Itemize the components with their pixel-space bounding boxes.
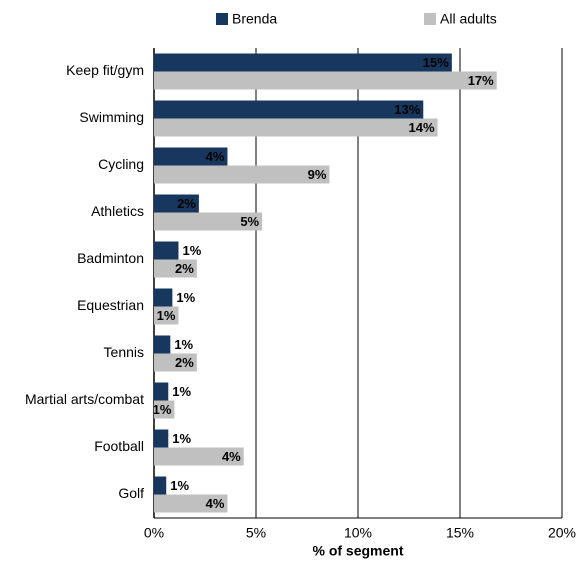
value-label: 1% bbox=[153, 402, 172, 417]
y-tick-label: Athletics bbox=[91, 203, 144, 219]
bar bbox=[154, 53, 452, 72]
bar bbox=[154, 382, 169, 401]
legend-label: All adults bbox=[440, 11, 497, 27]
bar bbox=[154, 306, 179, 325]
y-tick-label: Equestrian bbox=[77, 297, 144, 313]
bar bbox=[154, 429, 169, 448]
legend-label: Brenda bbox=[232, 11, 277, 27]
bar bbox=[154, 335, 171, 354]
bar bbox=[154, 194, 199, 213]
value-label: 1% bbox=[182, 243, 201, 258]
y-tick-label: Golf bbox=[118, 485, 144, 501]
legend-swatch bbox=[216, 13, 228, 25]
bar bbox=[154, 494, 228, 513]
value-label: 17% bbox=[468, 73, 494, 88]
bar bbox=[154, 476, 167, 495]
value-label: 15% bbox=[423, 55, 449, 70]
bar bbox=[154, 400, 175, 419]
legend-swatch bbox=[424, 13, 436, 25]
y-tick-label: Football bbox=[94, 438, 144, 454]
value-label: 1% bbox=[170, 478, 189, 493]
value-label: 2% bbox=[177, 196, 196, 211]
value-label: 4% bbox=[222, 449, 241, 464]
bar bbox=[154, 212, 263, 231]
value-label: 4% bbox=[206, 149, 225, 164]
bar bbox=[154, 447, 244, 466]
y-tick-label: Keep fit/gym bbox=[66, 62, 144, 78]
y-tick-label: Badminton bbox=[77, 250, 144, 266]
value-label: 1% bbox=[172, 384, 191, 399]
y-tick-label: Martial arts/combat bbox=[25, 391, 144, 407]
y-tick-label: Tennis bbox=[104, 344, 144, 360]
value-label: 1% bbox=[174, 337, 193, 352]
x-tick-label: 20% bbox=[548, 525, 576, 541]
bar bbox=[154, 353, 197, 372]
value-label: 4% bbox=[206, 496, 225, 511]
value-label: 1% bbox=[157, 308, 176, 323]
value-label: 14% bbox=[409, 120, 435, 135]
x-tick-label: 10% bbox=[344, 525, 372, 541]
bar bbox=[154, 71, 497, 90]
value-label: 13% bbox=[394, 102, 420, 117]
value-label: 2% bbox=[175, 355, 194, 370]
x-tick-label: 15% bbox=[446, 525, 474, 541]
value-label: 1% bbox=[176, 290, 195, 305]
bar bbox=[154, 100, 424, 119]
x-tick-label: 5% bbox=[246, 525, 266, 541]
value-label: 1% bbox=[172, 431, 191, 446]
value-label: 2% bbox=[175, 261, 194, 276]
bar bbox=[154, 241, 179, 260]
bar bbox=[154, 165, 330, 184]
bar bbox=[154, 259, 197, 278]
bar bbox=[154, 147, 228, 166]
bar bbox=[154, 118, 438, 137]
x-tick-label: 0% bbox=[144, 525, 164, 541]
value-label: 5% bbox=[240, 214, 259, 229]
y-tick-label: Cycling bbox=[98, 156, 144, 172]
value-label: 9% bbox=[308, 167, 327, 182]
y-tick-label: Swimming bbox=[79, 109, 144, 125]
bar bbox=[154, 288, 173, 307]
x-axis-label: % of segment bbox=[312, 543, 403, 559]
